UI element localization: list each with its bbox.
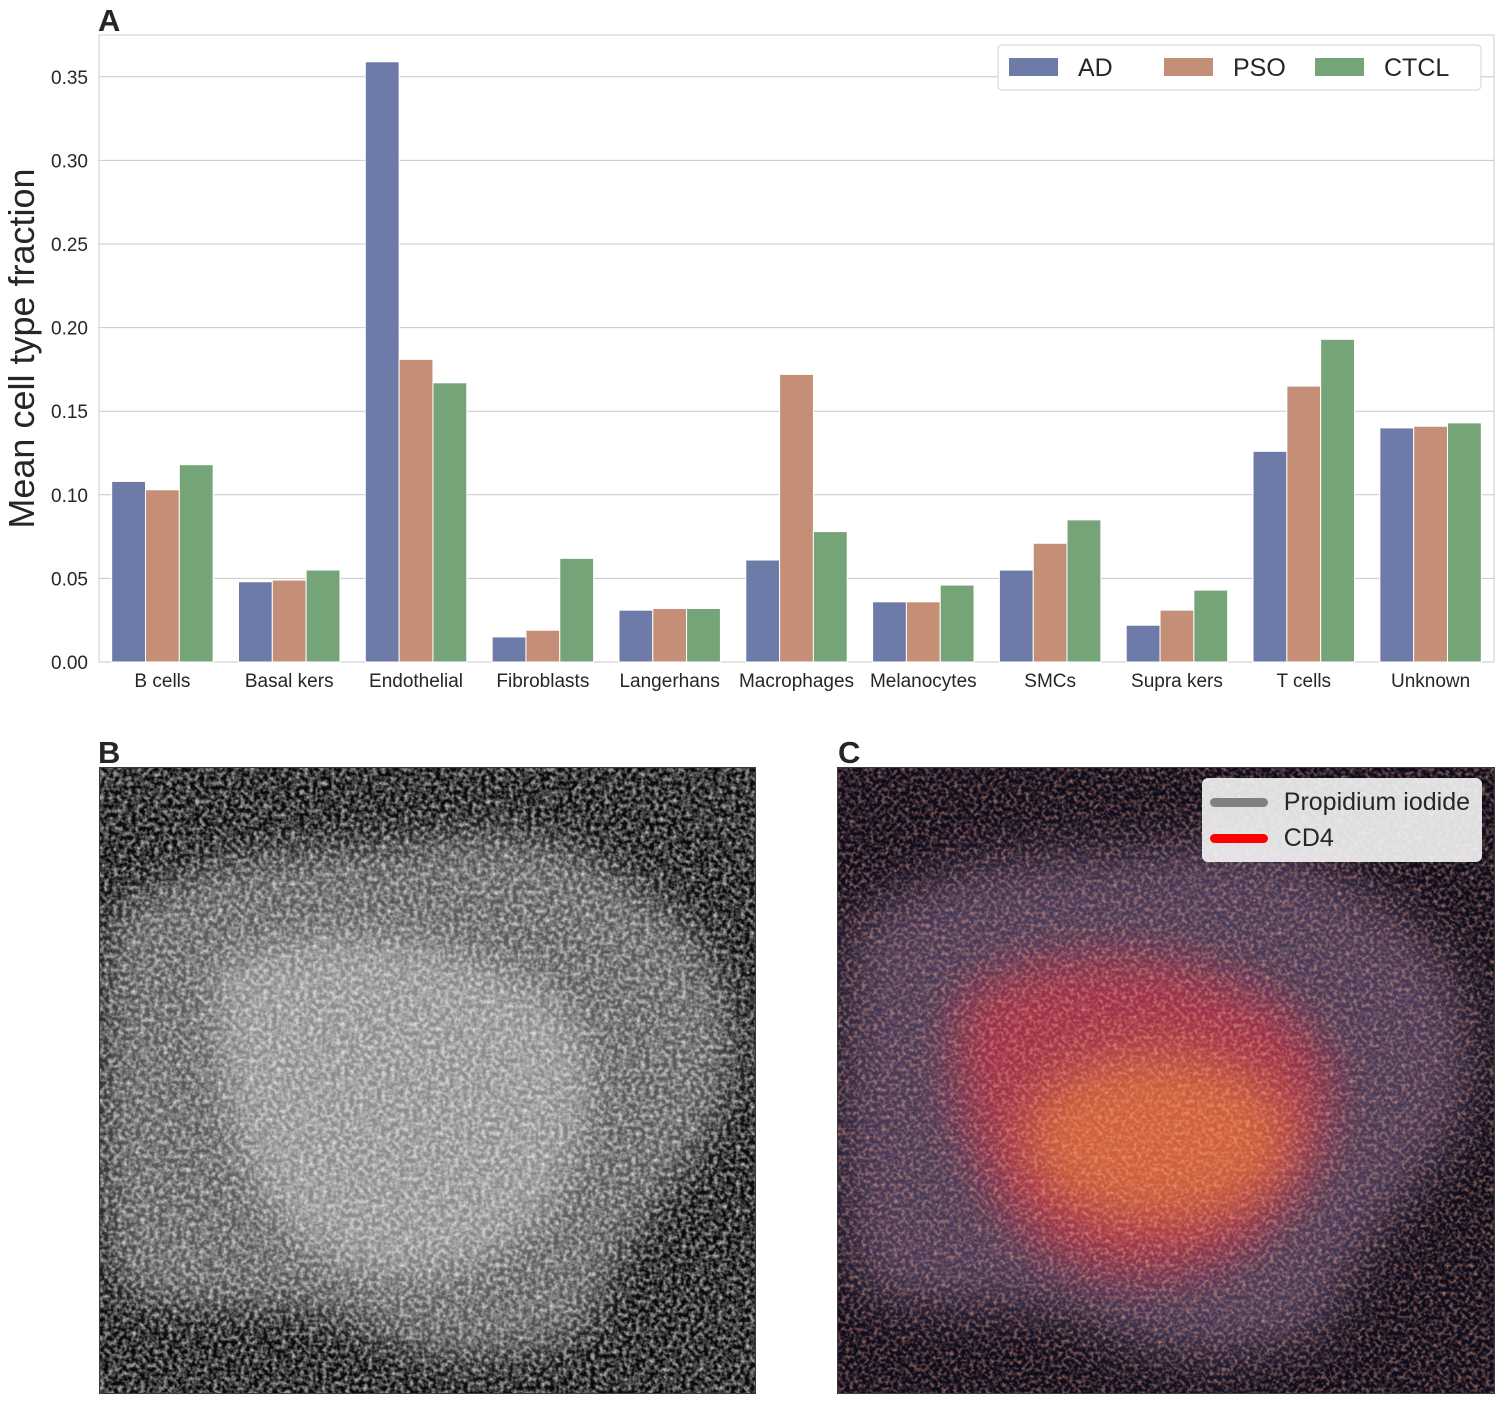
x-tick-label: Melanocytes (870, 671, 977, 692)
y-tick-label: 0.00 (51, 653, 88, 674)
x-tick-label: Endothelial (369, 671, 463, 692)
y-tick-label: 0.10 (51, 486, 88, 507)
legend-row-cd4: CD4 (1209, 820, 1470, 856)
legend-label-ctcl: CTCL (1384, 54, 1449, 82)
bar-ctcl-supra-kers (1193, 589, 1229, 663)
propidium-iodide-line-swatch (1209, 797, 1268, 807)
x-tick-label: Unknown (1391, 671, 1470, 692)
bar-ad-macrophages (745, 559, 781, 663)
bar-ctcl-melanocytes (939, 584, 975, 663)
legend-swatch-pso (1164, 58, 1213, 76)
x-tick-label: T cells (1276, 671, 1331, 692)
panel-b-letter: B (98, 735, 121, 770)
x-tick-label: B cells (134, 671, 190, 692)
bar-ad-supra-kers (1125, 624, 1161, 663)
bar-pso-melanocytes (905, 601, 941, 663)
y-tick-label: 0.20 (51, 319, 88, 340)
bar-pso-endothelial (398, 358, 434, 663)
bar-ad-smcs (998, 569, 1034, 663)
y-tick-label: 0.05 (51, 569, 88, 590)
cd4-line-swatch (1209, 833, 1268, 843)
bar-ctcl-b-cells (178, 464, 214, 663)
bar-ad-langerhans (618, 609, 654, 663)
bar-ad-endothelial (364, 61, 400, 663)
legend-row-propidium-iodide: Propidium iodide (1209, 784, 1470, 820)
bar-ad-t-cells (1252, 450, 1288, 663)
bar-pso-b-cells (145, 489, 180, 663)
bar-pso-fibroblasts (525, 629, 561, 663)
legend-swatch-ctcl (1315, 58, 1364, 76)
bar-pso-unknown (1413, 425, 1448, 663)
bar-pso-t-cells (1286, 385, 1322, 663)
y-tick-label: 0.30 (51, 151, 88, 172)
bar-ctcl-t-cells (1320, 338, 1355, 663)
bar-ad-basal-kers (238, 581, 273, 663)
cd4-overlay-image: Propidium iodide CD4 (837, 767, 1495, 1394)
panel-a-letter: A (98, 3, 121, 38)
bar-ad-unknown (1379, 427, 1415, 663)
bar-ad-fibroblasts (491, 636, 527, 663)
x-tick-label: Fibroblasts (496, 671, 589, 692)
legend-label-cd4: CD4 (1283, 823, 1334, 852)
bar-ctcl-endothelial (432, 382, 468, 663)
chart-legend (997, 44, 1482, 91)
bar-ctcl-unknown (1447, 422, 1482, 663)
bar-chart: 0.00 0.05 0.10 0.15 0.20 0.25 0.30 0.35 Mean cel… (1, 34, 1495, 692)
propidium-iodide-image (99, 767, 756, 1394)
bar-ctcl-basal-kers (305, 569, 341, 663)
x-tick-label: Supra kers (1131, 671, 1223, 692)
bar-ad-b-cells (111, 480, 146, 663)
bar-pso-langerhans (652, 607, 688, 663)
bar-pso-smcs (1032, 542, 1068, 663)
bar-ctcl-fibroblasts (559, 557, 595, 663)
x-tick-label: Langerhans (619, 671, 719, 692)
y-axis-label: Mean cell type fraction (1, 168, 42, 528)
bar-pso-basal-kers (271, 579, 307, 663)
legend-label-propidium-iodide: Propidium iodide (1283, 787, 1470, 816)
y-tick-label: 0.25 (51, 235, 88, 256)
y-tick-label: 0.35 (51, 68, 88, 89)
bar-ctcl-smcs (1066, 519, 1102, 663)
legend-label-ad: AD (1078, 54, 1113, 82)
x-tick-label: SMCs (1024, 671, 1076, 692)
bar-pso-supra-kers (1159, 609, 1195, 663)
y-tick-label: 0.15 (51, 402, 88, 423)
x-tick-label: Basal kers (245, 671, 334, 692)
panel-c-legend: Propidium iodide CD4 (1201, 778, 1482, 862)
x-tick-label: Macrophages (739, 671, 854, 692)
bar-pso-macrophages (779, 373, 814, 663)
bar-ad-melanocytes (872, 601, 907, 663)
bar-ctcl-macrophages (812, 531, 848, 663)
panel-c-letter: C (838, 735, 861, 770)
legend-swatch-ad (1009, 58, 1058, 76)
legend-label-pso: PSO (1233, 54, 1286, 82)
bar-ctcl-langerhans (686, 607, 721, 663)
